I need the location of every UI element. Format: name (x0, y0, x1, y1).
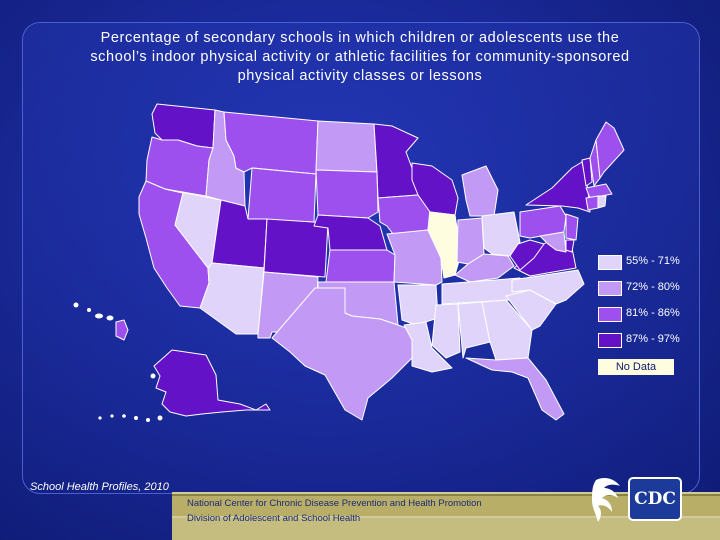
state-NC (511, 269, 585, 305)
state-NY (525, 161, 591, 213)
state-MI (461, 165, 499, 217)
state-AL (457, 301, 491, 359)
footer-band-2 (172, 518, 720, 540)
cdc-logo: CDC (628, 477, 682, 521)
state-AZ (199, 262, 265, 335)
state-SC (505, 289, 557, 331)
state-CO (263, 218, 329, 278)
footer-center-name: National Center for Chronic Disease Prev… (187, 498, 482, 509)
island-dot (122, 414, 126, 418)
no-data-legend: No Data (598, 359, 674, 375)
title-line-2: school’s indoor physical activity or ath… (90, 49, 630, 65)
state-NJ (565, 213, 579, 241)
state-MN (373, 123, 419, 199)
state-KS (325, 249, 396, 283)
state-CT (585, 195, 599, 211)
state-MS (431, 303, 461, 359)
island-dot (87, 308, 91, 312)
source-citation: School Health Profiles, 2010 (30, 481, 169, 493)
island-dot (95, 313, 103, 319)
legend-label: 81% - 86% (626, 307, 680, 319)
eagle-shape (592, 478, 620, 522)
state-FL (465, 357, 565, 421)
state-HI (115, 319, 129, 341)
state-MD (539, 231, 567, 253)
title-line-3: physical activity classes or lessons (237, 68, 483, 84)
state-MA (585, 183, 613, 199)
state-MT (223, 111, 319, 175)
island-dot (150, 373, 156, 379)
island-dot (106, 315, 114, 321)
state-ME (595, 121, 625, 179)
state-TX (271, 287, 413, 421)
title-line-1: Percentage of secondary schools in which… (100, 30, 620, 46)
legend-swatch (598, 333, 622, 348)
state-IL (427, 211, 462, 279)
legend-label: 55% - 71% (626, 255, 680, 267)
state-ND (315, 120, 378, 173)
island-dot (98, 416, 102, 420)
page-title: Percentage of secondary schools in which… (24, 29, 696, 86)
state-LA (403, 321, 453, 373)
state-AR (397, 284, 439, 326)
state-VT (581, 157, 593, 187)
legend-swatch (598, 281, 622, 296)
state-AK (153, 349, 271, 417)
island-dot (157, 415, 163, 421)
island-dot (73, 302, 79, 308)
legend-swatch (598, 307, 622, 322)
island-dot (146, 418, 150, 422)
island-dot (134, 416, 138, 420)
island-outlines (73, 302, 163, 422)
footer-band-1 (172, 494, 720, 516)
legend-label: 87% - 97% (626, 333, 680, 345)
state-DE (565, 239, 575, 253)
legend-swatch (598, 255, 622, 270)
state-RI (597, 195, 607, 209)
legend-label: 72% - 80% (626, 281, 680, 293)
footer-division-name: Division of Adolescent and School Health (187, 513, 361, 524)
state-WV (509, 239, 545, 271)
no-data-label: No Data (615, 361, 657, 373)
state-WY (247, 167, 317, 223)
state-SD (315, 169, 379, 219)
hhs-eagle-logo (592, 478, 620, 522)
island-dot (110, 414, 114, 418)
